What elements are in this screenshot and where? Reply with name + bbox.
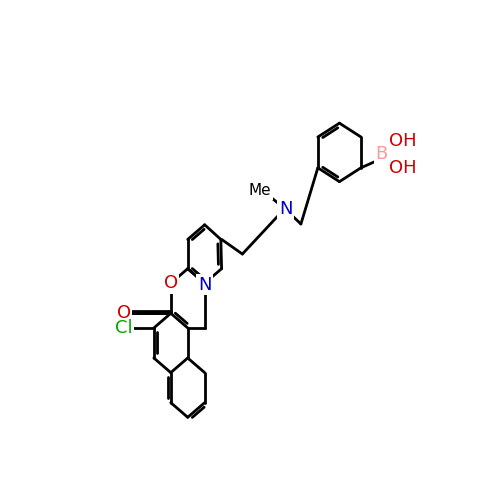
Text: N: N [279, 200, 292, 218]
Text: O: O [164, 274, 178, 292]
Text: B: B [376, 145, 388, 163]
Text: OH: OH [388, 132, 416, 150]
Text: OH: OH [388, 159, 416, 177]
Text: N: N [198, 276, 211, 294]
Text: Me: Me [249, 184, 272, 198]
Text: Cl: Cl [115, 319, 132, 337]
Text: O: O [116, 304, 131, 322]
